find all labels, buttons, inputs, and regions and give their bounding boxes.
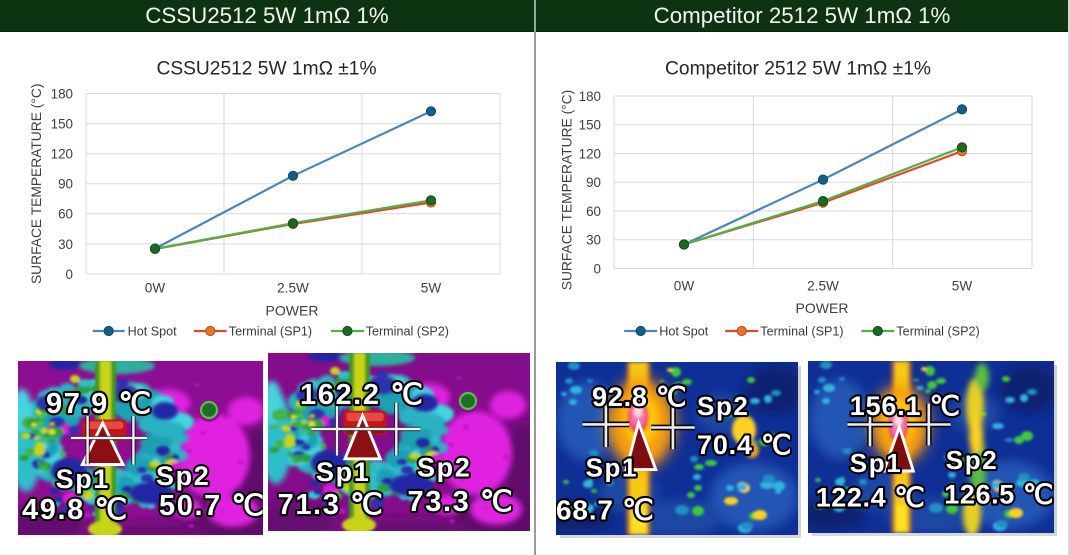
svg-text:Sp1: Sp1 bbox=[56, 464, 110, 494]
svg-text:122.4 ℃: 122.4 ℃ bbox=[816, 483, 926, 513]
svg-text:70.4 ℃: 70.4 ℃ bbox=[697, 430, 792, 460]
svg-text:150: 150 bbox=[51, 117, 73, 132]
svg-text:2.5W: 2.5W bbox=[277, 281, 309, 296]
svg-text:2.5W: 2.5W bbox=[807, 279, 839, 294]
svg-text:5W: 5W bbox=[952, 279, 973, 294]
svg-text:0W: 0W bbox=[145, 281, 166, 296]
svg-text:92.8 ℃: 92.8 ℃ bbox=[592, 382, 687, 412]
svg-text:60: 60 bbox=[586, 204, 601, 219]
svg-text:90: 90 bbox=[586, 175, 601, 190]
svg-text:49.8 ℃: 49.8 ℃ bbox=[22, 494, 129, 526]
svg-text:30: 30 bbox=[586, 233, 601, 248]
svg-text:120: 120 bbox=[51, 147, 73, 162]
svg-text:156.1 ℃: 156.1 ℃ bbox=[850, 391, 961, 421]
svg-text:92.8 ℃: 92.8 ℃ bbox=[592, 382, 687, 412]
svg-text:156.1 ℃: 156.1 ℃ bbox=[850, 391, 961, 421]
svg-text:0: 0 bbox=[66, 267, 73, 282]
svg-text:162.2 ℃: 162.2 ℃ bbox=[300, 379, 424, 411]
svg-text:Sp1: Sp1 bbox=[850, 448, 902, 478]
svg-text:0: 0 bbox=[594, 261, 601, 276]
svg-text:97.9 ℃: 97.9 ℃ bbox=[46, 388, 153, 420]
svg-text:Terminal (SP2): Terminal (SP2) bbox=[896, 324, 979, 338]
svg-text:Sp2: Sp2 bbox=[156, 461, 210, 491]
svg-text:Sp1: Sp1 bbox=[56, 464, 110, 494]
svg-text:60: 60 bbox=[58, 207, 73, 222]
svg-text:CSSU2512 5W 1mΩ ±1%: CSSU2512 5W 1mΩ ±1% bbox=[156, 59, 376, 80]
svg-text:50.7 ℃: 50.7 ℃ bbox=[159, 490, 263, 522]
svg-text:Sp2: Sp2 bbox=[946, 445, 998, 475]
svg-text:120: 120 bbox=[579, 146, 601, 161]
svg-text:Sp2: Sp2 bbox=[417, 453, 471, 483]
svg-text:Sp1: Sp1 bbox=[850, 448, 902, 478]
svg-text:Terminal (SP1): Terminal (SP1) bbox=[760, 324, 843, 338]
svg-text:Hot Spot: Hot Spot bbox=[128, 324, 178, 338]
svg-text:73.3 ℃: 73.3 ℃ bbox=[408, 486, 515, 518]
svg-text:126.5 ℃: 126.5 ℃ bbox=[944, 480, 1054, 510]
svg-text:70.4 ℃: 70.4 ℃ bbox=[697, 430, 792, 460]
svg-text:Sp2: Sp2 bbox=[697, 391, 749, 421]
svg-text:162.2 ℃: 162.2 ℃ bbox=[300, 379, 424, 411]
svg-text:30: 30 bbox=[58, 237, 73, 252]
svg-text:71.3 ℃: 71.3 ℃ bbox=[278, 489, 385, 521]
svg-text:Competitor 2512 5W 1mΩ ±1%: Competitor 2512 5W 1mΩ ±1% bbox=[665, 59, 931, 80]
svg-text:POWER: POWER bbox=[266, 302, 319, 318]
svg-text:180: 180 bbox=[579, 89, 601, 104]
svg-text:49.8 ℃: 49.8 ℃ bbox=[22, 494, 129, 526]
svg-text:Sp2: Sp2 bbox=[697, 391, 749, 421]
svg-text:122.4 ℃: 122.4 ℃ bbox=[816, 483, 926, 513]
svg-text:150: 150 bbox=[579, 118, 601, 133]
svg-text:71.3 ℃: 71.3 ℃ bbox=[278, 489, 385, 521]
svg-text:Sp1: Sp1 bbox=[316, 457, 370, 487]
svg-text:73.3 ℃: 73.3 ℃ bbox=[408, 486, 515, 518]
svg-text:68.7 ℃: 68.7 ℃ bbox=[556, 495, 655, 526]
svg-text:Sp1: Sp1 bbox=[316, 457, 370, 487]
svg-text:180: 180 bbox=[51, 86, 73, 101]
svg-text:50.7 ℃: 50.7 ℃ bbox=[159, 490, 263, 522]
svg-text:90: 90 bbox=[58, 177, 73, 192]
svg-text:POWER: POWER bbox=[796, 300, 849, 316]
svg-text:Terminal (SP2): Terminal (SP2) bbox=[366, 324, 449, 338]
svg-text:126.5 ℃: 126.5 ℃ bbox=[944, 480, 1054, 510]
svg-text:Hot Spot: Hot Spot bbox=[659, 324, 709, 338]
svg-text:97.9 ℃: 97.9 ℃ bbox=[46, 388, 153, 420]
svg-text:Sp2: Sp2 bbox=[946, 445, 998, 475]
svg-text:Sp1: Sp1 bbox=[586, 453, 638, 483]
svg-text:SURFACE TEMPERATURE (°C): SURFACE TEMPERATURE (°C) bbox=[29, 84, 44, 284]
svg-text:0W: 0W bbox=[674, 279, 695, 294]
svg-text:Sp2: Sp2 bbox=[156, 461, 210, 491]
svg-text:5W: 5W bbox=[421, 281, 442, 296]
svg-text:Sp2: Sp2 bbox=[417, 453, 471, 483]
svg-text:68.7 ℃: 68.7 ℃ bbox=[556, 495, 655, 526]
svg-text:SURFACE TEMPERATURE (°C): SURFACE TEMPERATURE (°C) bbox=[560, 90, 575, 290]
svg-text:Terminal (SP1): Terminal (SP1) bbox=[229, 324, 312, 338]
svg-text:Sp1: Sp1 bbox=[586, 453, 638, 483]
